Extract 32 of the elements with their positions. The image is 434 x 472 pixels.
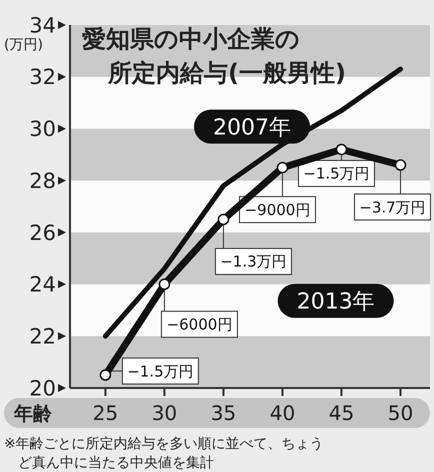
x-tick-label: 40 <box>270 401 296 425</box>
annotation: −1.5万円 <box>127 362 194 380</box>
y-tick-label: 20 <box>29 376 56 400</box>
y-tick-label: 32 <box>29 65 56 90</box>
x-tick-label: 25 <box>92 401 118 425</box>
x-tick-label: 45 <box>328 401 354 425</box>
text: 2013年 <box>296 290 375 315</box>
annotation: −3.7万円 <box>359 198 426 216</box>
series-label: 2007年 <box>213 115 291 140</box>
point <box>336 144 348 156</box>
annotation: −1.3万円 <box>220 252 287 271</box>
y-tick-label: 24 <box>29 272 56 297</box>
point <box>100 369 112 381</box>
point <box>394 159 406 171</box>
point <box>158 278 170 290</box>
text: ※年齢ごとに所定内給与を多い順に並べて、ちょうど真ん中に当たる中央値を集計 <box>4 436 324 471</box>
y-tick-label: 22 <box>29 324 56 348</box>
y-axis-title: (万円) <box>4 37 43 53</box>
annotation: −6000円 <box>166 316 232 334</box>
x-tick-label: 35 <box>210 401 236 425</box>
y-tick-label: 26 <box>29 220 56 245</box>
point <box>218 214 230 226</box>
y-tick-label: 30 <box>29 117 56 142</box>
y-tick-label: 34 <box>29 13 56 38</box>
annotation: −1.5万円 <box>303 164 370 183</box>
text: 愛知県の中小企業の所定内給与(一般男性) <box>82 25 346 87</box>
x-axis-title: 年齢 <box>13 403 53 425</box>
annotation: −9000円 <box>244 200 310 219</box>
point <box>276 162 288 174</box>
y-tick-label: 28 <box>29 168 56 193</box>
x-tick-label: 50 <box>388 401 414 425</box>
x-tick-label: 30 <box>152 401 178 425</box>
